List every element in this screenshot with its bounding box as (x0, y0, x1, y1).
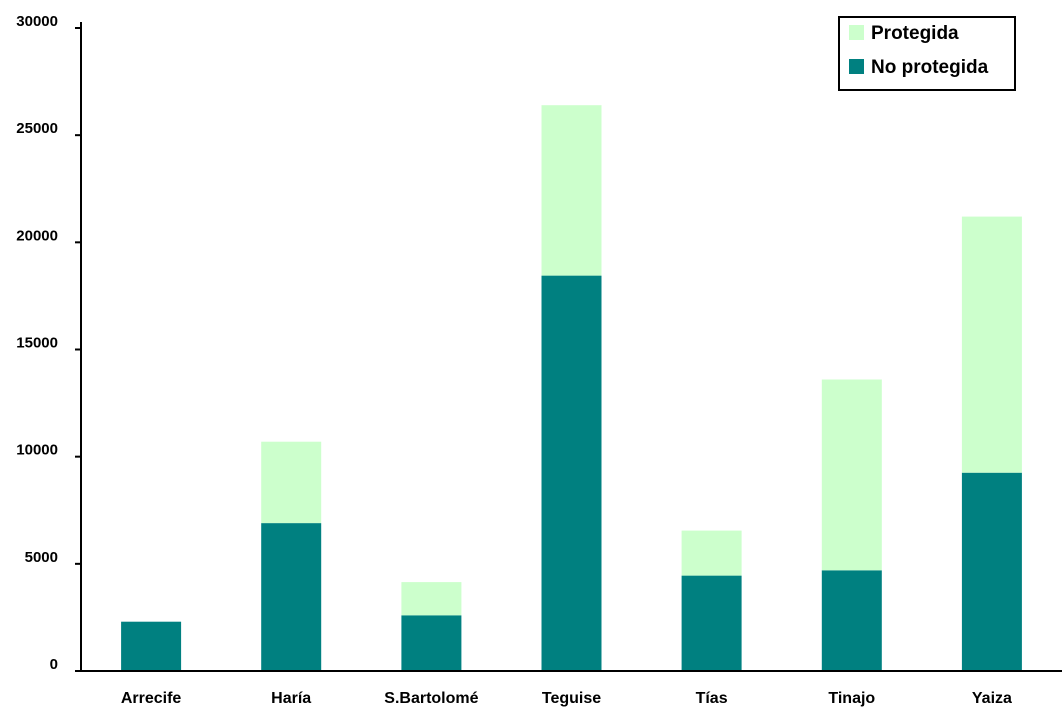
legend-swatch (849, 25, 864, 40)
x-tick-label: Tinajo (828, 690, 875, 707)
bar-protegida-6 (961, 216, 1022, 473)
legend: Protegida No protegida (838, 16, 1016, 91)
legend-label: Protegida (871, 23, 959, 44)
bar-protegida-2 (401, 582, 462, 616)
bars-layer (121, 105, 1022, 671)
y-tick-label: 0 (50, 656, 58, 673)
y-tick-label: 15000 (16, 335, 58, 352)
y-tick-label: 20000 (16, 227, 58, 244)
y-tick-label: 30000 (16, 13, 58, 30)
x-tick-label: Teguise (542, 690, 601, 707)
bar-no-protegida-6 (961, 472, 1022, 671)
y-tick-label: 25000 (16, 120, 58, 137)
bar-no-protegida-2 (401, 615, 462, 671)
bar-no-protegida-1 (261, 523, 322, 671)
bar-protegida-3 (541, 105, 602, 276)
x-tick-label: Tías (696, 690, 728, 707)
legend-label: No protegida (871, 57, 989, 78)
axes-layer: Arrecife Haría S.Bartolomé Teguise Tías Tinaj… (16, 13, 1062, 707)
bar-no-protegida-4 (681, 575, 742, 671)
y-tick-label: 5000 (25, 549, 58, 566)
x-tick-label: Yaiza (972, 690, 1012, 707)
y-tick-label: 10000 (16, 442, 58, 459)
x-tick-label: Haría (271, 690, 311, 707)
legend-swatch (849, 59, 864, 74)
legend-box (838, 16, 1016, 91)
x-tick-label: S.Bartolomé (384, 690, 478, 707)
bar-no-protegida-3 (541, 275, 602, 671)
bar-protegida-4 (681, 530, 742, 576)
bar-protegida-5 (821, 379, 882, 571)
x-tick-label: Arrecife (121, 690, 182, 707)
bar-no-protegida-5 (821, 570, 882, 671)
bar-protegida-1 (261, 441, 322, 524)
bar-no-protegida-0 (121, 621, 182, 671)
